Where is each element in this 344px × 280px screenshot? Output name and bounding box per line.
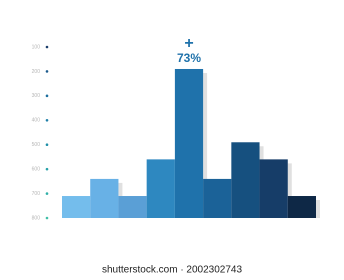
tick-dot [45,143,49,147]
tick-dot [45,192,49,195]
y-tick-label: 800 [32,215,41,221]
bar-shadow [316,200,320,218]
y-tick-label: 200 [32,69,41,75]
tick-dot [45,118,49,122]
y-tick-label: 100 [32,44,41,50]
bar [174,68,204,218]
annotation-symbol: + [184,35,193,52]
watermark: shutterstock.com · 2002302743 [102,265,243,276]
bar [146,159,175,218]
bar-shadow [203,72,208,218]
bar-shadow [287,163,292,218]
y-tick-label: 700 [32,191,41,197]
y-tick-label: 400 [32,118,41,124]
bar [287,196,316,218]
tick-dot [45,167,49,171]
y-tick-label: 500 [32,142,41,148]
bar [231,142,260,218]
tick-dot [45,45,49,49]
annotation: 73% [177,51,201,65]
tick-dot [45,94,49,98]
bar [259,159,288,218]
bar [90,178,119,218]
bar [62,196,91,218]
y-tick-label: 300 [32,93,41,99]
bar [203,178,232,218]
tick-dot [45,70,49,73]
bar [118,196,147,218]
y-tick-label: 600 [32,166,41,172]
tick-dot [45,216,49,220]
